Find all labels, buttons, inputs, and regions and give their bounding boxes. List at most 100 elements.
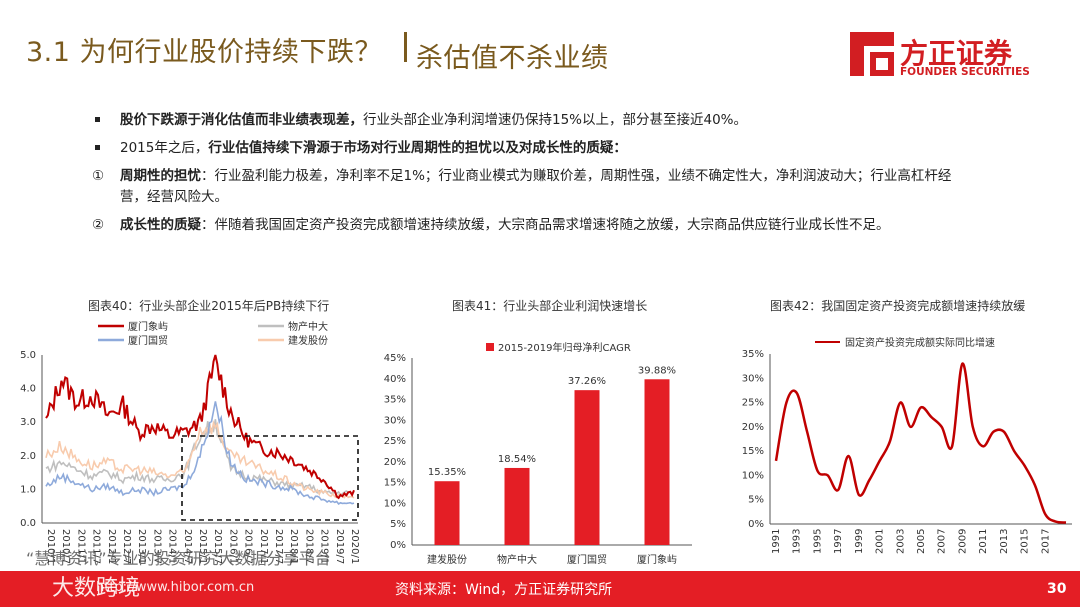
legend-label: 2015-2019年归母净利CAGR [498,341,631,354]
page-subtitle: 杀估值不杀业绩 [416,43,609,74]
y-tick-label: 40% [384,374,406,385]
bullet-item: ② 成长性的质疑：伴随着我国固定资产投资完成额增速持续放缓，大宗商品需求增速将随… [92,215,972,236]
x-tick-label: 1993 [792,529,803,554]
x-tick-label: 2015 [1020,529,1031,554]
x-tick-label: 2015/7 [212,529,223,564]
x-tick-label: 2017/7 [273,529,284,564]
y-tick-label: 5% [390,519,406,530]
bullet-bold: 股价下跌源于消化估值而非业绩表现差， [120,112,363,128]
bullet-bold: 成长性的质疑 [120,217,201,233]
series-line [45,420,355,499]
bullet-marker [92,138,116,159]
legend-label: 固定资产投资完成额实际同比增速 [845,336,995,349]
chart-title: 图表41：行业头部企业利润快速增长 [452,298,647,313]
x-tick-label: 2011 [978,529,989,554]
x-tick-label: 物产中大 [497,553,537,566]
y-tick-label: 20% [742,422,764,433]
logo-cn-text: 方正证券 [900,37,1013,70]
x-tick-label: 2013/1 [136,529,147,564]
y-tick-label: 10% [742,470,764,481]
y-tick-label: 4.0 [20,384,36,395]
chart-title: 图表42：我国固定资产投资完成额增速持续放缓 [770,298,1025,313]
y-tick-label: 35% [384,395,406,406]
x-tick-label: 2010/1 [45,529,56,564]
bullet-text: 行业头部企业净利润增速仍保持15%以上，部分甚至接近40%。 [363,112,748,128]
x-tick-label: 2011/1 [75,529,86,564]
x-tick-label: 2014/7 [182,529,193,564]
y-tick-label: 5% [748,495,764,506]
x-tick-label: 2012/1 [106,529,117,564]
y-tick-label: 5.0 [20,350,36,361]
x-tick-label: 厦门象屿 [637,553,677,566]
x-tick-label: 2016/7 [243,529,254,564]
logo-en-text: FOUNDER SECURITIES [900,66,1030,78]
y-tick-label: 30% [384,415,406,426]
bullet-marker: ② [92,217,105,233]
bar [644,379,670,545]
x-tick-label: 2003 [895,529,906,554]
y-tick-label: 0% [748,519,764,530]
highlight-box [181,435,359,521]
y-tick-label: 2.0 [20,451,36,462]
x-tick-label: 1999 [854,529,865,554]
chart-profit-cagr: 图表41：行业头部企业利润快速增长 2015-2019年归母净利CAGR 0% 5… [384,298,692,566]
legend-label: 建发股份 [288,334,328,347]
x-tick-label: 1997 [833,529,844,554]
y-tick-label: 0% [390,540,406,551]
bullet-item: ① 周期性的担忧：行业盈利能力极差，净利率不足1%；行业商业模式为赚取价差，周期… [92,166,972,208]
watermark-logo-text: 大数跨境 [52,576,141,601]
legend-label: 物产中大 [288,320,328,333]
legend-label: 厦门象屿 [128,320,168,333]
bullet-text: ：伴随着我国固定资产投资完成额增速持续放缓，大宗商品需求增速将随之放缓，大宗商品… [201,217,890,233]
x-tick-label: 2001 [875,529,886,554]
y-tick-label: 10% [384,498,406,509]
bar-value-label: 15.35% [428,467,466,478]
page-title: 3.1 为何行业股价持续下跌？ [26,30,382,69]
x-tick-label: 建发股份 [427,553,467,566]
bullet-marker: ① [92,168,105,184]
bar [434,481,460,545]
bullet-list: 股价下跌源于消化估值而非业绩表现差，行业头部企业净利润增速仍保持15%以上，部分… [92,110,972,243]
y-tick-label: 30% [742,373,764,384]
series-line [45,401,355,505]
x-tick-label: 2005 [916,529,927,554]
series-line [774,362,1067,524]
x-tick-label: 2012/7 [121,529,132,564]
y-tick-label: 25% [384,436,406,447]
x-tick-label: 2009 [957,529,968,554]
logo-mark-icon [850,32,894,76]
x-tick-label: 2019/1 [319,529,330,564]
y-tick-label: 1.0 [20,484,36,495]
y-tick-label: 3.0 [20,417,36,428]
chart-fai-growth: 图表42：我国固定资产投资完成额增速持续放缓 固定资产投资完成额实际同比增速 0… [742,298,1072,554]
x-tick-label: 2017/1 [258,529,269,564]
chart-title: 图表40：行业头部企业2015年后PB持续下行 [88,298,329,313]
x-tick-label: 厦门国贸 [567,553,607,566]
bullet-bold: 行业估值持续下滑源于市场对行业周期性的担忧以及对成长性的质疑： [208,140,627,156]
x-tick-label: 2013/7 [151,529,162,564]
y-tick-label: 15% [384,478,406,489]
bullet-item: 股价下跌源于消化估值而非业绩表现差，行业头部企业净利润增速仍保持15%以上，部分… [92,110,972,131]
x-tick-label: 2007 [937,529,948,554]
x-tick-label: 1995 [812,529,823,554]
y-tick-label: 15% [742,446,764,457]
title-main: 3.1 为何行业股价持续下跌？ [26,37,383,68]
bar [504,467,530,545]
legend-swatch [486,343,494,351]
x-tick-label: 2010/7 [60,529,71,564]
page-number: 30 [1047,581,1067,597]
y-tick-label: 45% [384,353,406,364]
title-separator [404,32,407,62]
bar-value-label: 37.26% [568,376,606,387]
x-tick-label: 1991 [771,529,782,554]
x-tick-label: 2019/7 [334,529,345,564]
x-tick-label: 2016/1 [227,529,238,564]
x-tick-label: 2017 [1040,529,1051,554]
bullet-bold: 周期性的担忧 [120,168,201,184]
x-tick-label: 2013 [999,529,1010,554]
y-tick-label: 35% [742,349,764,360]
x-tick-label: 2018/1 [288,529,299,564]
bullet-text: ：行业盈利能力极差，净利率不足1%；行业商业模式为赚取价差，周期性强，业绩不确定… [120,168,952,205]
y-tick-label: 0.0 [20,518,36,529]
